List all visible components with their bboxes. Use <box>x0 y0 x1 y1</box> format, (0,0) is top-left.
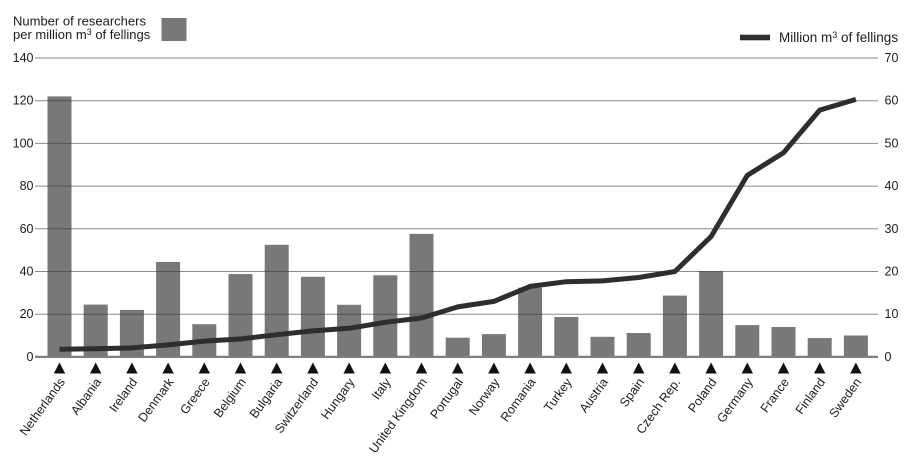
svg-text:0: 0 <box>885 350 892 364</box>
svg-text:10: 10 <box>885 307 899 321</box>
svg-text:80: 80 <box>20 179 34 193</box>
svg-text:50: 50 <box>885 136 899 150</box>
svg-text:20: 20 <box>20 307 34 321</box>
svg-text:60: 60 <box>885 94 899 108</box>
svg-text:140: 140 <box>13 51 34 65</box>
svg-text:Million m3 of fellings: Million m3 of fellings <box>779 30 898 45</box>
svg-text:120: 120 <box>13 94 34 108</box>
svg-text:100: 100 <box>13 136 34 150</box>
svg-text:20: 20 <box>885 265 899 279</box>
svg-text:40: 40 <box>20 265 34 279</box>
svg-text:per million m3 of fellings: per million m3 of fellings <box>13 27 151 42</box>
svg-text:60: 60 <box>20 222 34 236</box>
svg-text:30: 30 <box>885 222 899 236</box>
svg-text:40: 40 <box>885 179 899 193</box>
svg-text:70: 70 <box>885 51 899 65</box>
svg-text:Number of researchers: Number of researchers <box>13 14 146 29</box>
svg-text:0: 0 <box>27 350 34 364</box>
